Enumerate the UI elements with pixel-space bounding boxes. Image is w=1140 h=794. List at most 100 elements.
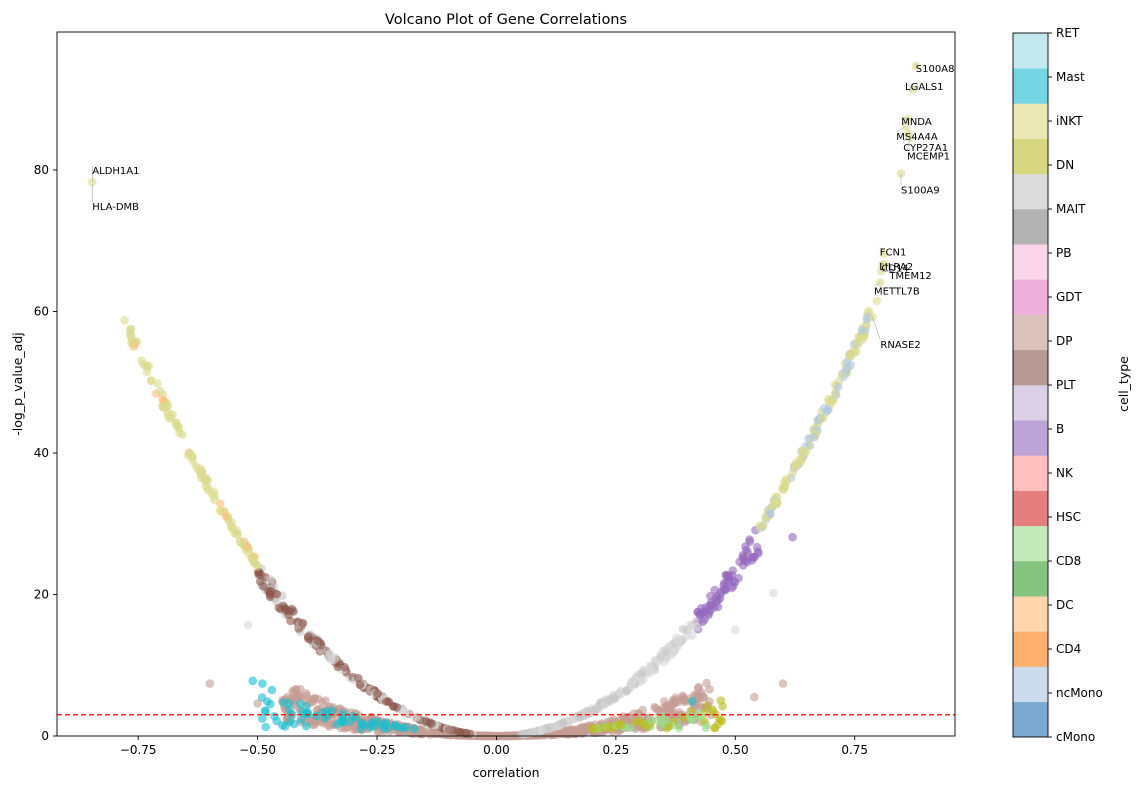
scatter-point [290, 719, 299, 729]
scatter-point [622, 686, 631, 695]
scatter-point [373, 689, 383, 698]
scatter-point [163, 410, 173, 420]
annotation-leader [904, 81, 914, 91]
y-tick-label: 40 [34, 446, 49, 460]
y-axis-ticks: 0 20 40 60 80 [34, 163, 57, 743]
colorbar-label: cell_type [1116, 356, 1131, 412]
scatter-point [590, 706, 600, 715]
scatter-point [558, 718, 568, 727]
gene-label: MNDA [901, 117, 932, 128]
scatter-point [444, 725, 454, 734]
scatter-point [602, 723, 611, 732]
scatter-point [804, 434, 813, 443]
colorbar-segment [1013, 420, 1048, 456]
scatter-point [312, 711, 321, 721]
scatter-point [221, 511, 231, 521]
scatter-point [156, 387, 165, 396]
scatter-point [705, 685, 714, 694]
scatter-point [257, 693, 267, 702]
scatter-point [695, 709, 704, 718]
colorbar-segment [1013, 279, 1048, 315]
labeled-gene-point [880, 259, 889, 269]
scatter-point [210, 491, 220, 501]
scatter-point [662, 701, 672, 711]
scatter-point [256, 570, 266, 579]
scatter-point [720, 585, 729, 594]
scatter-point [857, 326, 867, 335]
outlier-point [205, 679, 215, 688]
y-tick-label: 80 [34, 163, 49, 177]
outlier-point [769, 588, 778, 598]
scatter-point [295, 691, 305, 701]
scatter-point [854, 339, 864, 348]
colorbar: cMono ncMono CD4 DC CD8 HSC NK B PLT DP GDT PB MAIT D… [1012, 26, 1103, 744]
labeled-gene-point [872, 296, 881, 306]
scatter-point [696, 690, 705, 699]
scatter-point [313, 636, 323, 646]
scatter-point [320, 713, 330, 723]
scatter-point [782, 476, 791, 486]
gene-label: RNASE2 [880, 340, 920, 351]
scatter-point [788, 469, 797, 478]
colorbar-tick-label: DP [1056, 334, 1072, 348]
scatter-point [266, 699, 275, 709]
scatter-point [715, 594, 725, 603]
scatter-point [158, 401, 167, 411]
scatter-point [285, 606, 295, 616]
scatter-point [842, 364, 851, 374]
annotation-leader [879, 261, 885, 265]
colorbar-segment [1013, 666, 1048, 703]
scatter-point [568, 726, 577, 735]
outlier-point [716, 696, 726, 705]
scatter-point [401, 722, 411, 732]
colorbar-tick-label: DN [1056, 158, 1074, 172]
colorbar-segment [1013, 173, 1048, 210]
scatter-point [356, 724, 366, 733]
annotation-leader [906, 137, 911, 152]
outlier-point [243, 620, 253, 630]
scatter-point [158, 395, 167, 404]
scatter-point [171, 418, 180, 428]
scatter-point [745, 535, 754, 544]
scatter-point [650, 702, 659, 712]
scatter-point [137, 356, 146, 365]
colorbar-segment [1013, 596, 1048, 632]
scatter-point [454, 727, 464, 737]
scatter-point [188, 456, 197, 466]
gene-label: CD14 [881, 264, 908, 275]
scatter-point [302, 721, 311, 731]
scatter-point [646, 715, 656, 725]
scatter-point [272, 716, 282, 726]
scatter-point [695, 610, 705, 620]
colorbar-segment [1013, 314, 1048, 351]
plot-frame [56, 31, 956, 737]
scatter-point [578, 729, 587, 738]
scatter-point [834, 382, 843, 392]
scatter-point [252, 561, 262, 571]
scatter-point [639, 675, 648, 684]
scatter-point [823, 395, 833, 404]
scatter-point [675, 635, 684, 644]
colorbar-tick-label: cMono [1056, 730, 1095, 744]
annotation-leader [879, 247, 885, 254]
scatter-point [739, 554, 749, 564]
scatter-point [686, 714, 696, 723]
scatter-point [302, 709, 312, 719]
scatter-point [266, 575, 275, 584]
scatter-point [765, 509, 775, 518]
scatter-point [583, 707, 592, 716]
gene-label: LILRA2 [879, 262, 913, 273]
scatter-point [333, 662, 343, 672]
scatter-point [328, 706, 337, 715]
scatter-point [654, 716, 663, 725]
colorbar-segment [1013, 349, 1048, 386]
gene-label: S100A9 [901, 186, 940, 197]
scatter-point [614, 719, 624, 729]
scatter-point [692, 622, 701, 632]
scatter-point [193, 464, 202, 473]
x-tick-label: −0.50 [239, 743, 276, 757]
colorbar-tick-label: CD8 [1056, 554, 1081, 568]
scatter-point [302, 689, 311, 698]
